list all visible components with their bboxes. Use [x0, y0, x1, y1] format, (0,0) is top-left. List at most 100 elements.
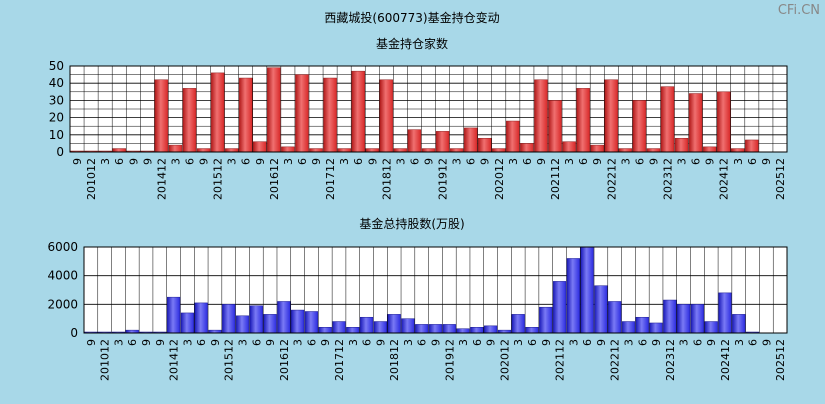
count-bar — [196, 148, 211, 153]
plot-border — [83, 246, 788, 334]
count-bar — [238, 77, 253, 153]
x-tick-label: 6 — [113, 158, 126, 165]
x-tick-label: 202212 — [605, 158, 618, 200]
count-bar — [379, 79, 394, 153]
count-bar — [702, 146, 717, 153]
x-tick-label: 6 — [305, 339, 318, 346]
x-tick-label: 202312 — [664, 339, 677, 381]
x-tick-label: 6 — [126, 339, 139, 346]
shares-bar — [483, 325, 498, 334]
count-bar — [688, 93, 703, 153]
count-bar — [182, 88, 197, 153]
x-tick-label: 9 — [591, 158, 604, 165]
count-bar — [604, 79, 619, 153]
y-tick-label: 0 — [56, 145, 64, 159]
x-tick-label: 3 — [507, 158, 520, 165]
count-bar — [492, 148, 506, 153]
shares-bar — [194, 302, 208, 334]
x-tick-label: 6 — [471, 339, 484, 346]
x-tick-label: 3 — [181, 339, 194, 346]
x-tick-label: 6 — [633, 158, 646, 165]
shares-bar — [291, 309, 305, 334]
count-bar — [112, 148, 126, 153]
x-tick-label: 6 — [240, 158, 253, 165]
count-bar — [267, 67, 281, 153]
count-bar — [407, 129, 422, 153]
x-tick-label: 6 — [521, 158, 534, 165]
x-tick-label: 202512 — [774, 339, 787, 381]
x-tick-label: 202312 — [662, 158, 675, 200]
x-tick-label: 3 — [226, 158, 239, 165]
panel1-title: 基金持仓家数 — [376, 36, 448, 51]
x-tick-label: 201712 — [333, 339, 346, 381]
shares-bar — [166, 296, 181, 334]
shares-bar — [277, 301, 291, 334]
watermark: CFi.CN — [778, 3, 820, 18]
count-bar — [323, 77, 337, 153]
x-tick-label: 9 — [209, 339, 222, 346]
count-bar — [548, 100, 562, 153]
x-tick-label: 9 — [374, 339, 387, 346]
x-tick-label: 9 — [264, 339, 277, 346]
x-tick-label: 3 — [619, 158, 632, 165]
x-tick-label: 202012 — [498, 339, 511, 381]
x-tick-label: 202412 — [718, 158, 731, 200]
shares-bar — [470, 327, 484, 334]
shares-bar — [511, 314, 525, 334]
shares-bar — [318, 327, 332, 334]
shares-bar — [235, 315, 250, 334]
x-tick-label: 201012 — [99, 339, 112, 381]
shares-bar — [566, 258, 580, 334]
shares-bar — [690, 304, 705, 334]
x-tick-label: 3 — [451, 158, 464, 165]
count-bar — [731, 148, 745, 153]
shares-bar — [456, 328, 470, 334]
x-tick-label: 6 — [416, 339, 429, 346]
x-tick-label: 3 — [676, 158, 689, 165]
x-tick-label: 3 — [282, 158, 295, 165]
shares-bar — [718, 292, 732, 334]
x-tick-label: 6 — [577, 158, 590, 165]
x-tick-label: 3 — [112, 339, 125, 346]
x-tick-label: 3 — [402, 339, 415, 346]
x-tick-label: 9 — [127, 158, 140, 165]
x-tick-label: 202012 — [493, 158, 506, 200]
x-tick-label: 6 — [581, 339, 594, 346]
y-tick-label: 0 — [70, 326, 78, 340]
y-tick-label: 2000 — [47, 297, 78, 311]
count-bar — [309, 148, 323, 153]
count-bar — [576, 88, 590, 153]
count-bar — [716, 91, 731, 153]
x-tick-label: 201812 — [388, 339, 401, 381]
shares-bar — [552, 281, 567, 334]
count-bar — [590, 144, 604, 153]
x-tick-label: 201412 — [155, 158, 168, 200]
shares-bar — [676, 304, 691, 334]
shares-bar — [704, 321, 718, 334]
x-tick-label: 201012 — [85, 158, 98, 200]
shares-bar — [387, 314, 401, 334]
shares-bar — [180, 312, 195, 334]
x-tick-label: 9 — [423, 158, 436, 165]
count-bar — [210, 72, 225, 153]
x-tick-label: 9 — [141, 158, 154, 165]
count-bar — [562, 141, 576, 153]
x-tick-label: 3 — [237, 339, 250, 346]
x-tick-label: 201812 — [380, 158, 393, 200]
x-tick-label: 9 — [140, 339, 153, 346]
x-tick-label: 9 — [650, 339, 663, 346]
shares-bar — [249, 305, 263, 334]
x-tick-label: 6 — [465, 158, 478, 165]
x-tick-label: 201512 — [212, 158, 225, 200]
x-tick-label: 9 — [479, 158, 492, 165]
x-tick-label: 9 — [310, 158, 323, 165]
x-tick-label: 3 — [622, 339, 635, 346]
x-tick-label: 9 — [705, 339, 718, 346]
x-tick-label: 3 — [169, 158, 182, 165]
x-tick-label: 3 — [394, 158, 407, 165]
x-tick-label: 6 — [352, 158, 365, 165]
shares-bar — [332, 321, 346, 334]
shares-bar — [621, 321, 636, 334]
x-tick-label: 6 — [747, 339, 760, 346]
